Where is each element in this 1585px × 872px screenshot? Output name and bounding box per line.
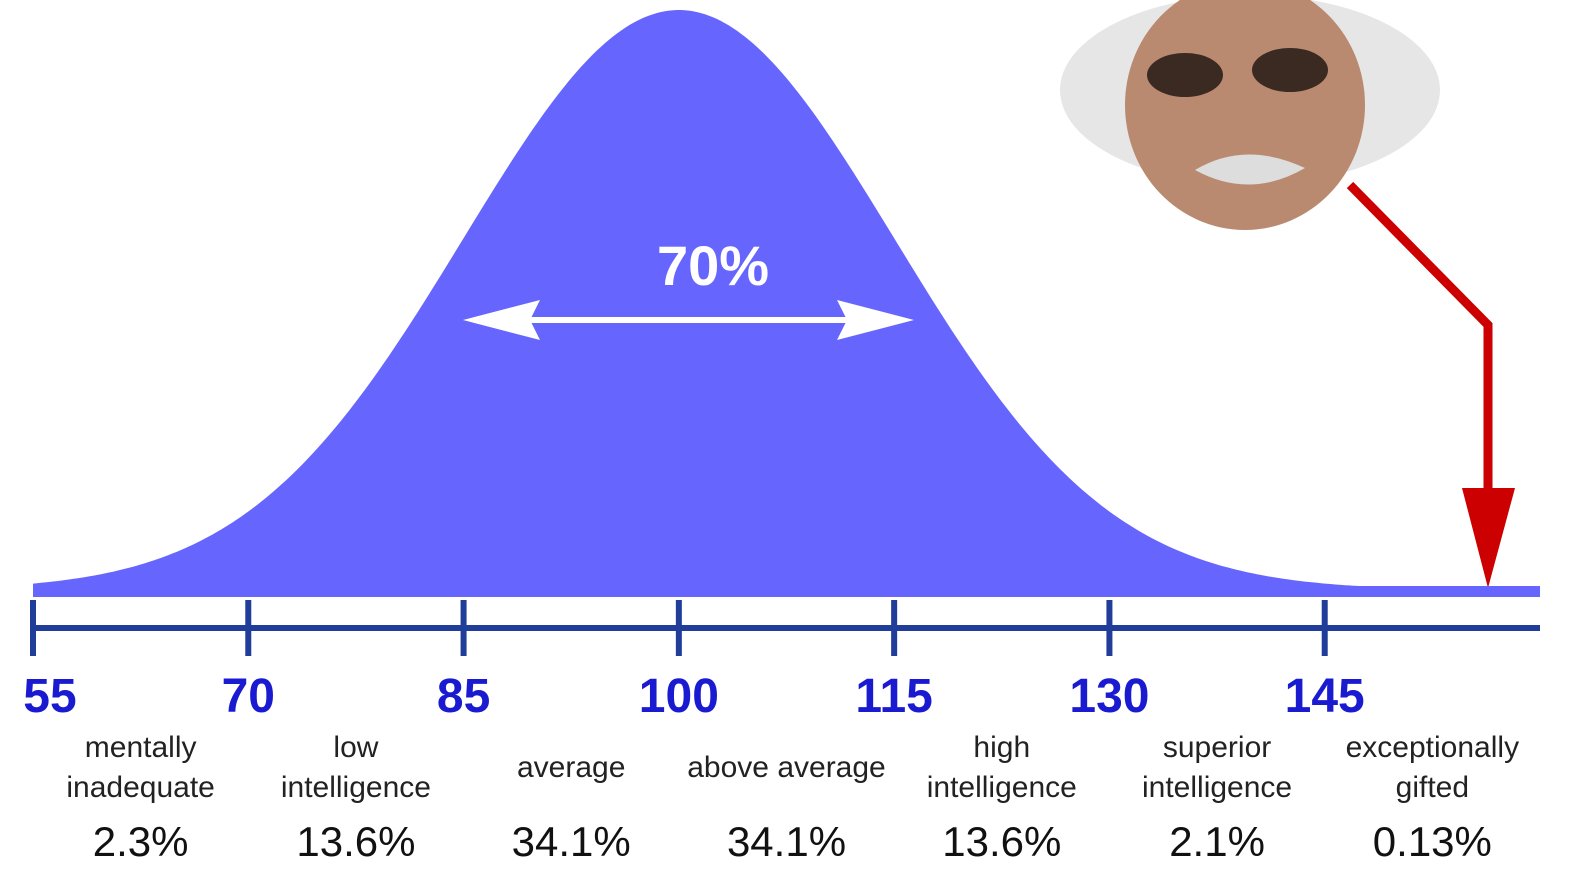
annotation: 70% xyxy=(657,234,769,297)
x-tick-label: 145 xyxy=(1285,670,1365,723)
band-percent: 13.6% xyxy=(296,818,416,865)
portrait xyxy=(1060,0,1440,230)
x-tick-label: 55 xyxy=(23,670,76,723)
range-arrow-head xyxy=(463,300,540,340)
x-tick-label: 70 xyxy=(222,670,275,723)
x-tick-label: 130 xyxy=(1069,670,1149,723)
pointer-line xyxy=(1346,181,1493,490)
band-label: mentally inadequate xyxy=(66,731,215,804)
pointer-head xyxy=(1462,488,1515,588)
curve-base xyxy=(33,586,1540,597)
band-percent: 2.3% xyxy=(92,818,189,865)
band-label: average xyxy=(516,751,626,784)
x-tick-label: 85 xyxy=(437,670,490,723)
band-percent: 0.13% xyxy=(1372,818,1492,865)
band-label: high intelligence xyxy=(926,731,1077,804)
band-label: low intelligence xyxy=(280,731,431,804)
band-percent: 2.1% xyxy=(1169,818,1265,865)
band-percent: 13.6% xyxy=(942,818,1062,865)
range-arrow-head xyxy=(837,300,914,340)
band-label: superior intelligence xyxy=(1142,731,1293,804)
band-percent: 34.1% xyxy=(726,818,847,865)
bell-curve xyxy=(33,10,1540,590)
x-tick-label: 115 xyxy=(855,670,932,723)
band-label: exceptionally gifted xyxy=(1345,731,1520,804)
x-tick-label: 100 xyxy=(639,670,719,723)
band-percent: 34.1% xyxy=(511,818,631,865)
band-label: above average xyxy=(687,751,886,784)
